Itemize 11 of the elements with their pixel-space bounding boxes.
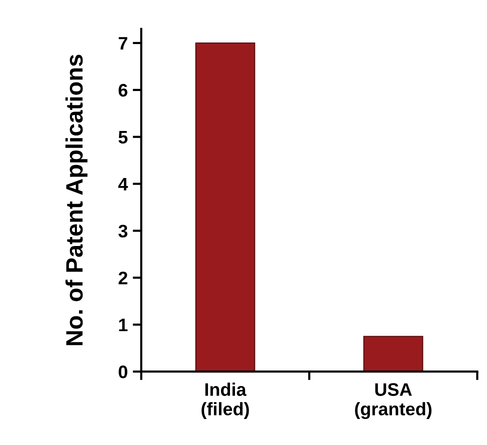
y-tick-label: 1: [119, 318, 128, 332]
y-tick-label: 7: [118, 37, 128, 50]
y-tick-label: 2: [118, 272, 128, 284]
x-tick-label: India (filed): [202, 382, 249, 419]
y-tick-label: 3: [118, 224, 128, 238]
y-axis-title: No. of Patent Applications: [65, 54, 88, 346]
y-tick-label: 6: [118, 84, 128, 97]
x-tick-label: USA (granted): [355, 383, 432, 420]
y-tick-label: 5: [118, 131, 128, 144]
y-tick-label: 4: [118, 178, 128, 190]
y-tick-label: 0: [118, 366, 128, 378]
